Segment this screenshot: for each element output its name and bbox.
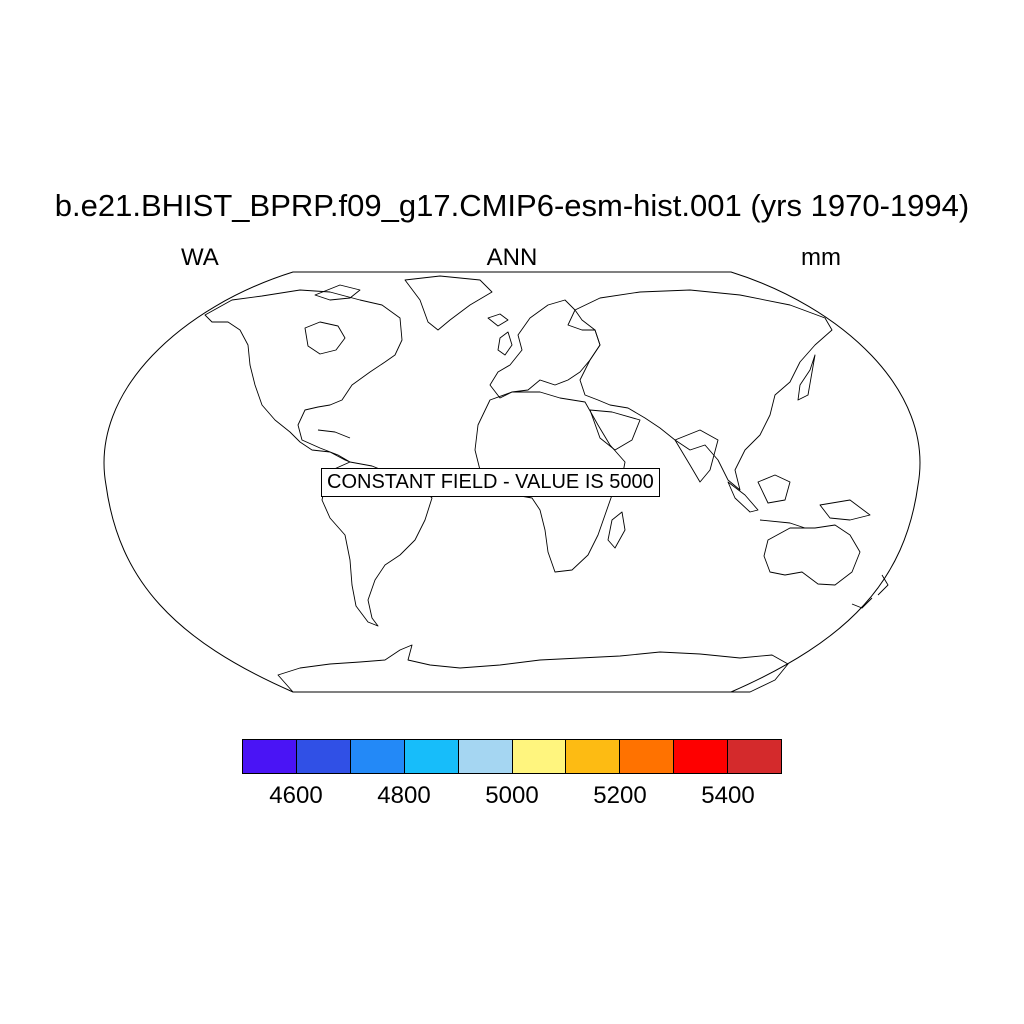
coastline-new-zealand — [851, 574, 889, 609]
coastline-antarctica — [277, 644, 789, 693]
coastline-new-guinea — [819, 499, 871, 521]
coastline-greenland — [404, 275, 493, 331]
coastline-india — [674, 429, 719, 483]
colorbar-tick-label: 5400 — [701, 782, 755, 809]
coastline-arabia — [589, 409, 641, 451]
constant-field-annotation: CONSTANT FIELD - VALUE IS 5000 — [321, 468, 660, 497]
colorbar-swatch — [512, 740, 567, 773]
colorbar-swatch — [674, 740, 729, 773]
variable-name: WA — [181, 244, 219, 271]
colorbar-swatch — [350, 740, 405, 773]
colorbar-swatch — [243, 740, 297, 773]
plot-title: b.e21.BHIST_BPRP.f09_g17.CMIP6-esm-hist.… — [54, 188, 970, 223]
colorbar-swatch — [458, 740, 513, 773]
colorbar-swatch — [296, 740, 351, 773]
colorbar-tick-label: 5000 — [485, 782, 539, 809]
coastline-north-america — [204, 289, 403, 463]
coastline-arctic-islands — [314, 284, 361, 301]
coastline-java — [759, 519, 806, 529]
coastline-sumatra — [727, 481, 759, 513]
colorbar-swatch — [566, 740, 621, 773]
coastline-cuba — [317, 429, 351, 439]
units-label: mm — [801, 244, 841, 271]
coastline-britain — [497, 331, 513, 356]
coastline-madagascar — [607, 511, 626, 549]
colorbar-swatch — [728, 740, 782, 773]
colorbar-tick-label: 4800 — [377, 782, 431, 809]
coastline-iceland — [487, 313, 509, 327]
season-label: ANN — [486, 244, 538, 271]
colorbar — [242, 739, 782, 774]
coastline-japan — [797, 354, 816, 401]
coastline-australia — [763, 524, 861, 586]
coastline-hudson-bay — [304, 321, 346, 355]
colorbar-swatch — [620, 740, 675, 773]
coastline-asia — [574, 289, 833, 491]
colorbar-swatch — [404, 740, 459, 773]
coastline-europe — [489, 299, 601, 399]
colorbar-tick-label: 5200 — [593, 782, 647, 809]
coastline-borneo — [757, 474, 791, 504]
colorbar-tick-label: 4600 — [269, 782, 323, 809]
